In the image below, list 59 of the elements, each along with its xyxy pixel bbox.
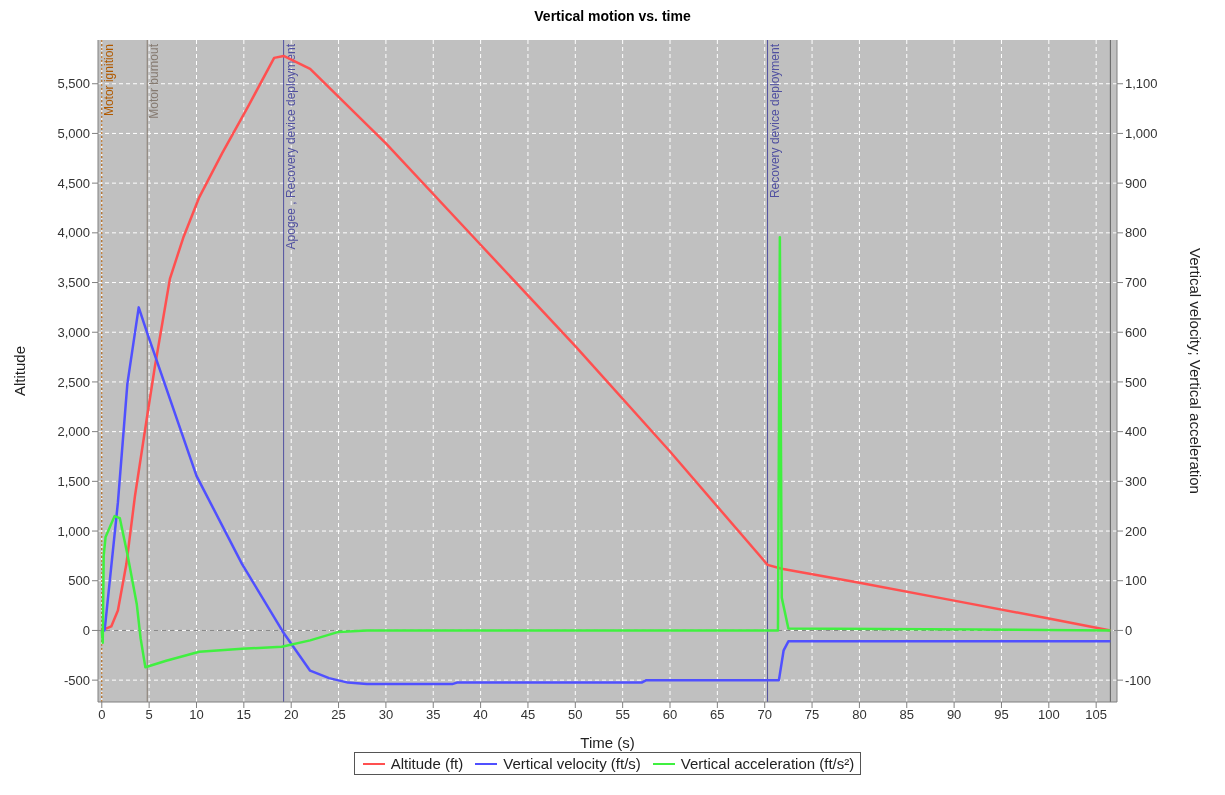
- y-tick-label: 0: [82, 623, 90, 639]
- x-tick-label: 30: [378, 707, 394, 723]
- x-tick-label: 75: [804, 707, 820, 723]
- y-tick-label: 2,500: [57, 374, 90, 390]
- x-tick-label: 10: [189, 707, 204, 723]
- y-tick-label: 1,000: [57, 523, 90, 539]
- y2-tick-label: 200: [1125, 523, 1147, 539]
- x-tick-label: 25: [331, 707, 346, 723]
- x-tick-label: 90: [946, 707, 962, 723]
- x-tick-label: 65: [710, 707, 725, 723]
- y2-tick-label: -100: [1125, 672, 1152, 688]
- y2-tick-label: 700: [1125, 275, 1147, 291]
- y2-axis-title: Vertical velocity; Vertical acceleration: [1186, 248, 1204, 494]
- y2-tick-label: 800: [1125, 225, 1147, 241]
- x-tick-label: 15: [236, 707, 252, 723]
- ref-line-label: Motor burnout: [147, 43, 162, 119]
- legend-label: Vertical acceleration (ft/s²): [680, 755, 855, 772]
- x-tick-label: 105: [1085, 707, 1108, 723]
- y-tick-label: 5,000: [57, 126, 90, 142]
- y2-tick-label: 600: [1125, 324, 1147, 340]
- y2-tick-label: 1,100: [1125, 76, 1158, 92]
- x-tick-label: 5: [145, 707, 153, 723]
- x-tick-label: 0: [98, 707, 106, 723]
- ref-line-label: Motor ignition: [101, 44, 116, 117]
- legend-label: Altitude (ft): [390, 755, 464, 772]
- y-tick-label: 5,500: [57, 76, 90, 92]
- x-tick-label: 20: [283, 707, 299, 723]
- y-tick-label: 4,000: [57, 225, 90, 241]
- x-tick-label: 40: [473, 707, 488, 723]
- y2-tick-label: 500: [1125, 374, 1147, 390]
- y-tick-label: 500: [68, 573, 90, 589]
- x-tick-label: 35: [426, 707, 441, 723]
- y2-tick-label: 300: [1125, 473, 1147, 489]
- x-tick-label: 55: [615, 707, 630, 723]
- y-tick-label: 2,000: [57, 424, 90, 440]
- y-tick-label: -500: [63, 672, 90, 688]
- legend-label: Vertical velocity (ft/s): [503, 755, 641, 772]
- ref-line-label: Recovery device deployment: [767, 43, 782, 199]
- ref-line-label: Apogee , Recovery device deployment: [283, 43, 298, 250]
- y-tick-label: 3,500: [57, 275, 90, 291]
- y2-tick-label: 1,000: [1125, 126, 1158, 142]
- y-axis-title: Altitude: [11, 345, 29, 397]
- x-tick-label: 95: [994, 707, 1009, 723]
- x-tick-label: 45: [520, 707, 536, 723]
- y2-tick-label: 100: [1125, 573, 1147, 589]
- x-axis-title: Time (s): [580, 734, 635, 751]
- x-tick-label: 60: [662, 707, 678, 723]
- y-tick-label: 1,500: [57, 473, 90, 489]
- x-tick-label: 70: [757, 707, 772, 723]
- y-tick-label: 3,000: [57, 324, 90, 340]
- y2-tick-label: 0: [1125, 623, 1133, 639]
- x-tick-label: 50: [568, 707, 583, 723]
- y-tick-label: 4,500: [57, 175, 90, 191]
- y2-tick-label: 900: [1125, 175, 1147, 191]
- x-tick-label: 85: [899, 707, 914, 723]
- x-tick-label: 100: [1037, 707, 1060, 723]
- x-tick-label: 80: [852, 707, 867, 723]
- y2-tick-label: 400: [1125, 424, 1147, 440]
- chart-title: Vertical motion vs. time: [533, 8, 692, 26]
